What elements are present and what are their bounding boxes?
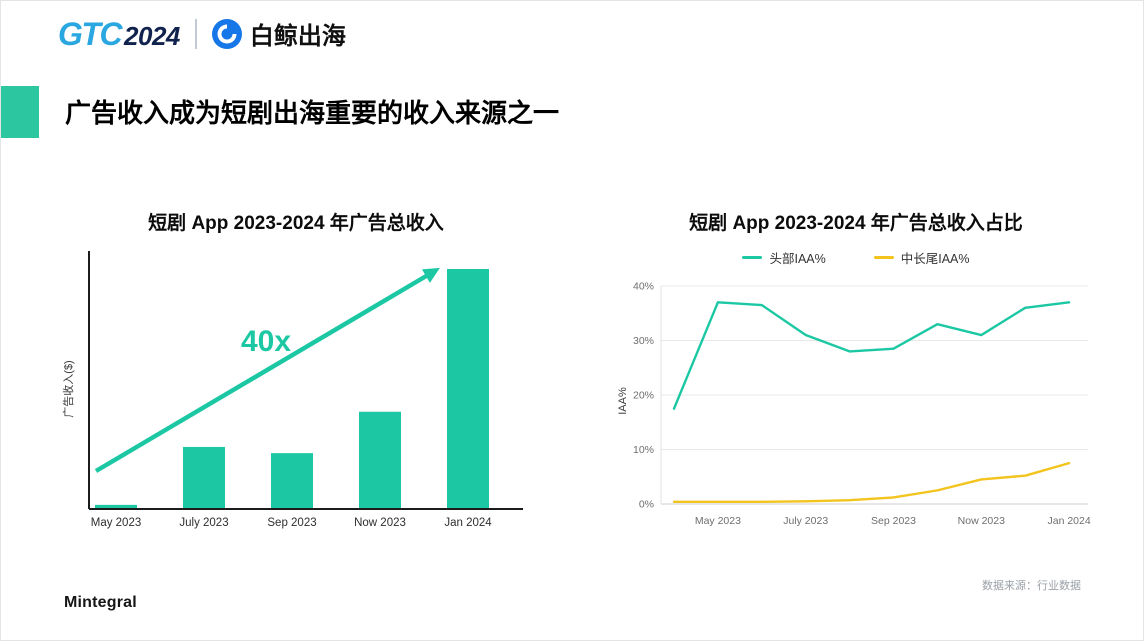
- svg-text:0%: 0%: [639, 499, 654, 511]
- page-title: 广告收入成为短剧出海重要的收入来源之一: [65, 98, 560, 128]
- svg-text:40%: 40%: [633, 281, 654, 293]
- whale-icon: [211, 18, 242, 49]
- svg-text:20%: 20%: [633, 390, 654, 402]
- svg-text:Jan 2024: Jan 2024: [444, 517, 492, 529]
- svg-text:July 2023: July 2023: [179, 517, 228, 529]
- svg-text:40x: 40x: [241, 325, 291, 358]
- svg-text:May 2023: May 2023: [91, 517, 142, 529]
- baijing-chuhai-logo: 白鲸出海: [211, 16, 346, 51]
- line-chart-title: 短剧 App 2023-2024 年广告总收入占比: [689, 213, 1023, 234]
- svg-text:Jan 2024: Jan 2024: [1047, 515, 1090, 527]
- mintegral-logo: Mintegral: [64, 594, 137, 611]
- gtc-year-text: 2024: [124, 20, 180, 51]
- chart-legend: 头部IAA% 中长尾IAA%: [636, 248, 1076, 267]
- logo-divider: [194, 18, 197, 49]
- svg-text:Sep 2023: Sep 2023: [267, 517, 316, 529]
- header: GTC 2024 白鲸出海: [58, 16, 346, 51]
- legend-label-head-iaa: 头部IAA%: [769, 252, 826, 266]
- svg-text:IAA%: IAA%: [617, 387, 629, 415]
- legend-item-head-iaa: 头部IAA%: [742, 248, 826, 267]
- title-accent-bar: [1, 86, 39, 138]
- partner-name: 白鲸出海: [249, 23, 346, 50]
- svg-text:Now 2023: Now 2023: [958, 515, 1005, 527]
- legend-label-midtail-iaa: 中长尾IAA%: [900, 252, 970, 266]
- legend-swatch-midtail-iaa: [873, 256, 894, 259]
- bar-chart-title: 短剧 App 2023-2024 年广告总收入: [148, 213, 444, 234]
- svg-text:30%: 30%: [633, 335, 654, 347]
- legend-item-midtail-iaa: 中长尾IAA%: [873, 248, 970, 267]
- svg-text:July 2023: July 2023: [783, 515, 828, 527]
- data-source-note: 数据来源：行业数据: [982, 580, 1081, 592]
- svg-text:10%: 10%: [633, 444, 654, 456]
- iaa-share-line-chart: 0% 10% 20% 30% 40% May 2023 July 2023 Sep 2023 N…: [617, 281, 1091, 528]
- legend-swatch-head-iaa: [742, 256, 763, 259]
- svg-text:Sep 2023: Sep 2023: [871, 515, 916, 527]
- gtc-logo: GTC 2024: [58, 18, 180, 50]
- svg-text:May 2023: May 2023: [695, 515, 741, 527]
- svg-text:Now 2023: Now 2023: [354, 517, 406, 529]
- svg-text:广告收入($): 广告收入($): [61, 360, 75, 417]
- ad-revenue-bar-chart: May 2023 July 2023 Sep 2023 Now 2023 Jan 202…: [61, 251, 523, 529]
- gtc-text: GTC: [58, 15, 123, 52]
